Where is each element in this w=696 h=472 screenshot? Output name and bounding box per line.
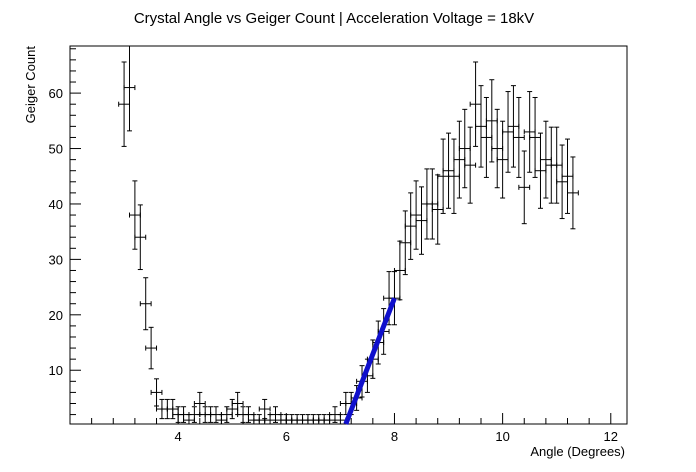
axis-ticks: 4 6 8 10 12 10 20 30 40 50 60: [49, 48, 618, 444]
x-tick-label: 10: [495, 429, 509, 444]
data-point: [134, 204, 147, 271]
data-point: [518, 150, 531, 225]
x-tick-label: 6: [283, 429, 290, 444]
data-point: [480, 96, 493, 178]
data-point: [139, 277, 152, 331]
data-point: [437, 138, 450, 214]
y-tick-label: 20: [49, 308, 63, 323]
x-axis-label: Angle (Degrees): [530, 444, 625, 459]
data-point: [150, 378, 163, 407]
data-point: [399, 210, 412, 276]
y-tick-label: 30: [49, 252, 63, 267]
x-tick-label: 8: [391, 429, 398, 444]
data-point: [231, 391, 244, 416]
data-point: [534, 132, 547, 209]
plot-frame: [69, 45, 628, 425]
data-point: [404, 192, 417, 260]
data-point: [567, 156, 579, 230]
data-point: [469, 61, 482, 147]
chart-title: Crystal Angle vs Geiger Count | Accelera…: [134, 10, 534, 27]
data-point: [464, 126, 477, 204]
y-axis-label: Geiger Count: [23, 46, 38, 124]
data-point: [458, 108, 471, 189]
data-point: [512, 96, 525, 178]
data-points: [118, 46, 579, 424]
data-point: [507, 85, 520, 168]
data-point: [523, 91, 536, 173]
data-point: [253, 414, 266, 424]
x-tick-label: 12: [604, 429, 618, 444]
data-point: [426, 168, 439, 240]
data-point: [410, 180, 423, 250]
data-point: [145, 326, 158, 370]
data-point: [431, 174, 444, 245]
data-point: [118, 61, 130, 147]
data-point: [561, 138, 574, 214]
data-point: [258, 398, 271, 420]
data-point: [123, 46, 136, 132]
data-point: [556, 144, 569, 220]
data-point: [529, 96, 541, 178]
y-tick-label: 10: [49, 363, 63, 378]
data-point: [415, 186, 428, 255]
data-point: [193, 391, 206, 416]
fit-line: [343, 297, 397, 425]
y-tick-label: 50: [49, 142, 63, 157]
x-tick-label: 4: [175, 429, 182, 444]
y-tick-label: 60: [49, 86, 63, 101]
data-point: [442, 132, 455, 209]
data-point: [502, 91, 514, 173]
y-tick-label: 40: [49, 197, 63, 212]
data-point: [453, 120, 466, 199]
data-point: [448, 138, 460, 214]
data-point: [393, 240, 406, 301]
data-point: [550, 126, 563, 204]
